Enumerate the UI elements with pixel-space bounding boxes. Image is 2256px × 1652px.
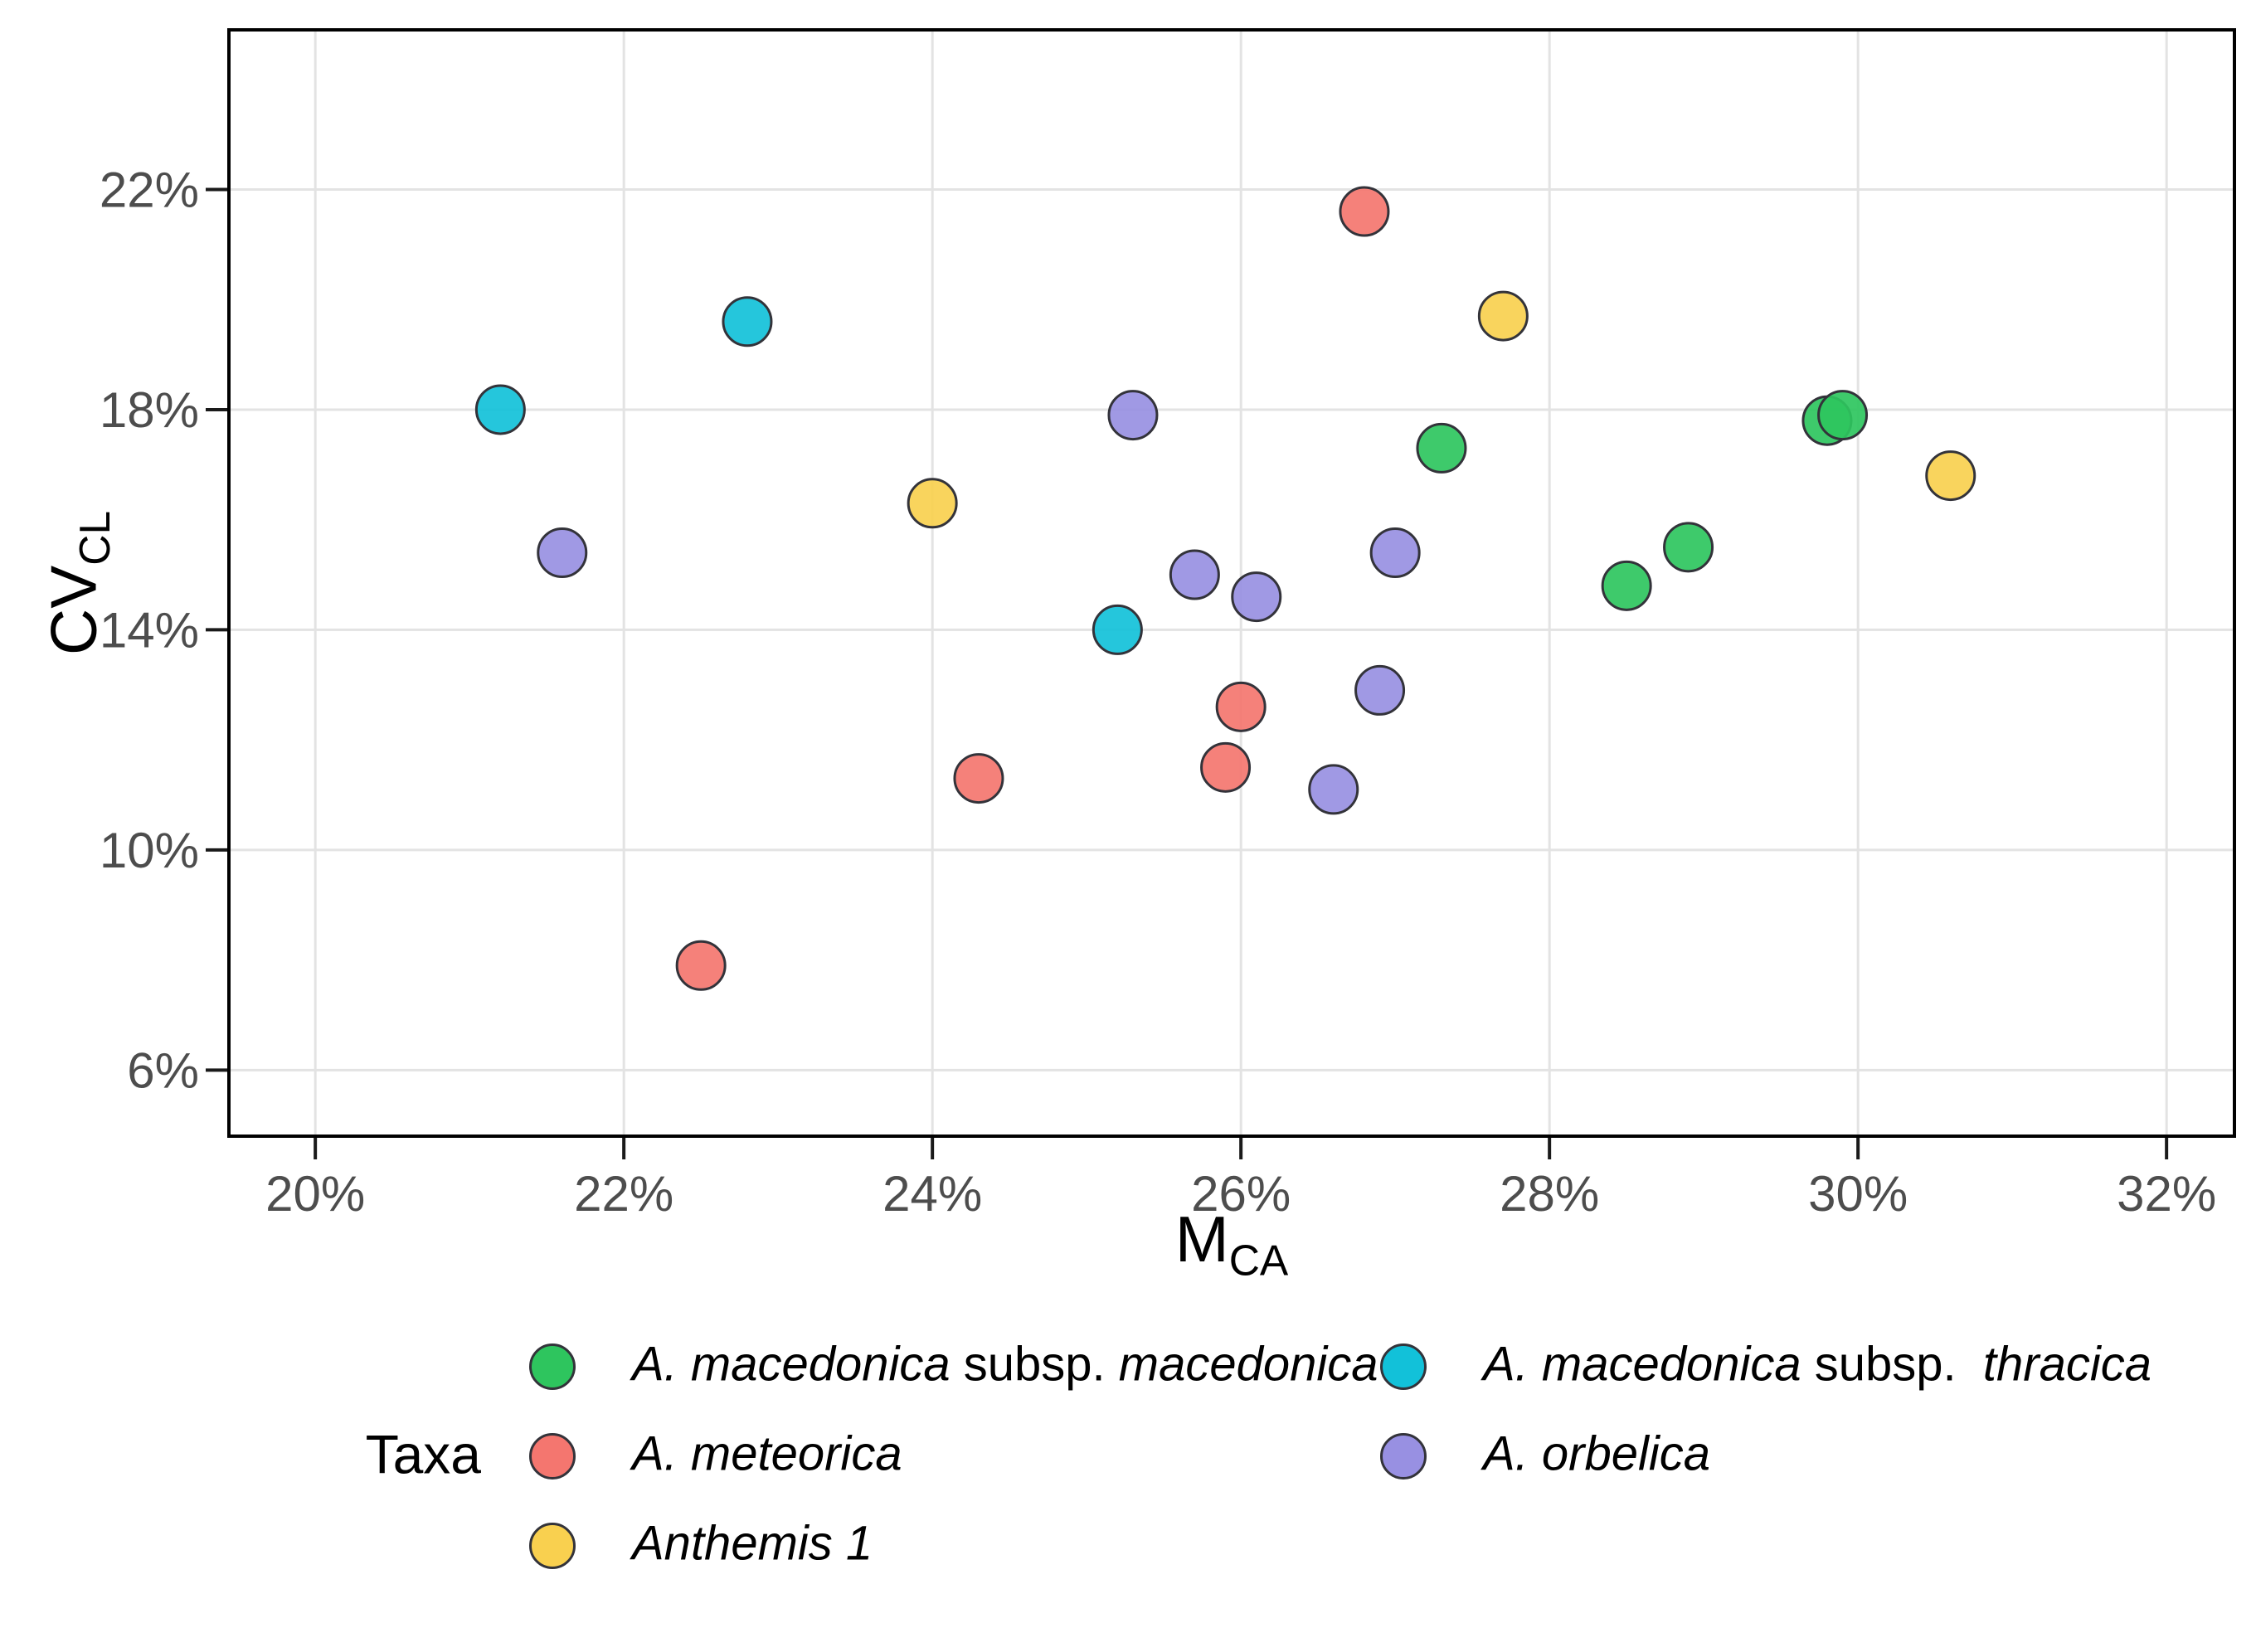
legend-label-4: Anthemis 1 — [632, 1516, 873, 1571]
x-tick-label-32%: 32% — [2117, 1166, 2216, 1222]
y-tick-label-10%: 10% — [100, 823, 199, 878]
x-tick-label-30%: 30% — [1808, 1166, 1908, 1222]
data-point-series3-5 — [1354, 664, 1406, 716]
data-point-series2-4 — [1339, 186, 1390, 237]
legend-label-part: A. orbelica — [1483, 1426, 1711, 1481]
data-point-series3-0 — [537, 527, 588, 578]
legend-label-part: subsp. — [1801, 1337, 1983, 1392]
legend-key-circle-2 — [529, 1433, 576, 1480]
x-axis-title-main: M — [1174, 1203, 1229, 1275]
data-point-series0-4 — [1817, 390, 1869, 441]
y-tick-label-22%: 22% — [100, 162, 199, 217]
legend-key-circle-3 — [1380, 1433, 1427, 1480]
legend-label-part: A. macedonica — [632, 1337, 951, 1392]
plot-panel-border — [227, 28, 2236, 1138]
legend-label-part: subsp. — [950, 1337, 1119, 1392]
legend-key-circle-1 — [1380, 1343, 1427, 1390]
x-tick-label-24%: 24% — [882, 1166, 982, 1222]
data-point-series0-0 — [1416, 422, 1467, 474]
data-point-series1-1 — [722, 296, 773, 347]
x-tick-label-22%: 22% — [574, 1166, 673, 1222]
x-tick-label-28%: 28% — [1500, 1166, 1599, 1222]
data-point-series1-0 — [474, 384, 526, 435]
legend-key-circle-0 — [529, 1343, 576, 1390]
legend-label-part: A. macedonica — [1483, 1337, 1801, 1392]
data-point-series3-2 — [1169, 549, 1220, 600]
x-axis-title: MCA — [229, 1207, 2234, 1282]
data-point-series0-1 — [1601, 560, 1652, 611]
legend-key-circle-4 — [529, 1523, 576, 1569]
data-point-series2-2 — [1200, 741, 1252, 793]
data-point-series1-2 — [1092, 604, 1143, 655]
data-point-series3-3 — [1231, 571, 1282, 623]
legend-label-part: thracica — [1982, 1337, 2151, 1392]
y-axis-title: CVCL — [36, 510, 119, 655]
x-tick-label-20%: 20% — [265, 1166, 365, 1222]
data-point-series2-0 — [675, 940, 727, 991]
data-point-series0-2 — [1663, 522, 1714, 573]
legend-label-1: A. macedonica subsp. thracica — [1483, 1337, 2151, 1392]
data-point-series3-6 — [1369, 527, 1421, 578]
legend-title: Taxa — [365, 1423, 481, 1485]
legend-label-part: macedonica — [1118, 1337, 1378, 1392]
y-tick-label-14%: 14% — [100, 602, 199, 658]
legend-label-2: A. meteorica — [632, 1430, 902, 1479]
data-point-series4-2 — [1925, 450, 1976, 502]
data-point-series4-0 — [907, 478, 958, 529]
y-axis-title-subscript: CL — [70, 510, 119, 566]
data-point-series2-3 — [1215, 681, 1267, 732]
y-axis-title-main: CV — [36, 565, 110, 656]
y-tick-label-6%: 6% — [127, 1042, 199, 1098]
data-point-series2-1 — [953, 753, 1004, 804]
x-tick-label-26%: 26% — [1191, 1166, 1291, 1222]
data-point-series4-1 — [1477, 290, 1529, 342]
y-tick-label-18%: 18% — [100, 382, 199, 438]
x-axis-title-subscript: CA — [1228, 1236, 1289, 1285]
data-point-series3-4 — [1308, 764, 1359, 815]
legend-label-3: A. orbelica — [1483, 1430, 1710, 1479]
legend-label-part: Anthemis 1 — [632, 1516, 873, 1571]
data-point-series3-1 — [1107, 390, 1159, 441]
legend-label-0: A. macedonica subsp. macedonica — [632, 1337, 1378, 1392]
legend-label-part: A. meteorica — [632, 1426, 902, 1481]
